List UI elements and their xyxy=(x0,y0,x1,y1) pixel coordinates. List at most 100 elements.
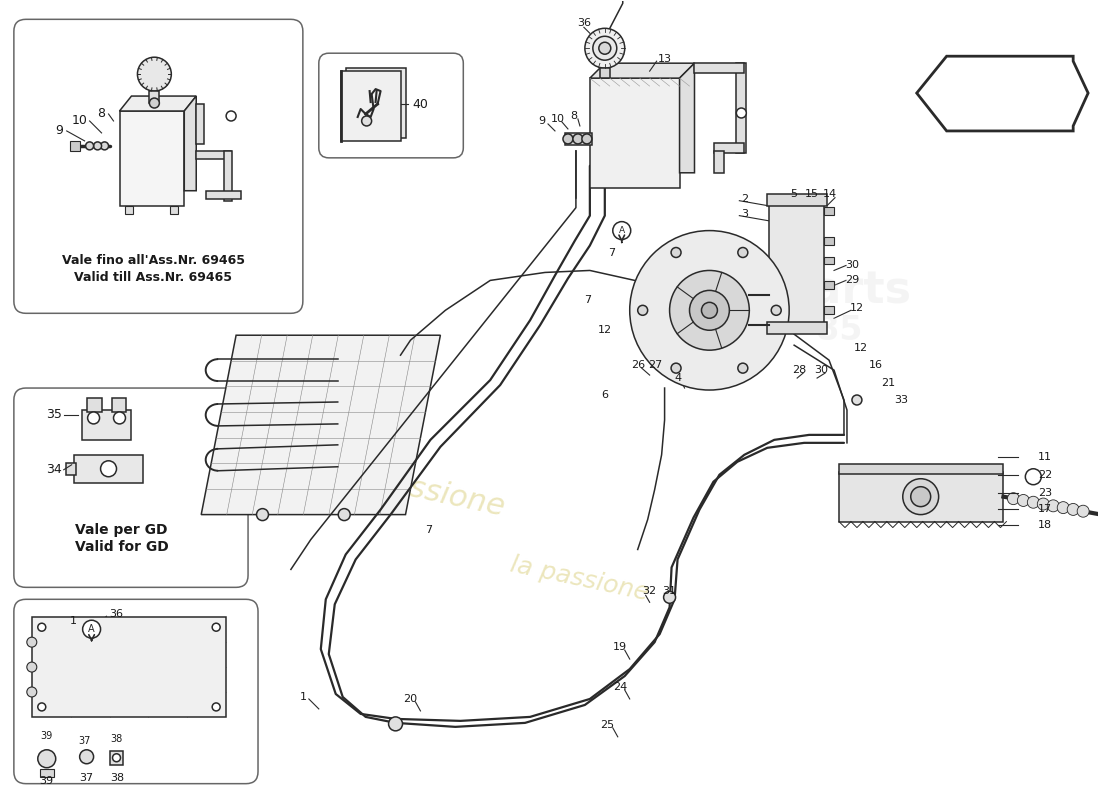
Text: 22: 22 xyxy=(1038,470,1053,480)
Bar xyxy=(590,78,680,188)
Bar xyxy=(341,71,400,141)
Circle shape xyxy=(227,111,236,121)
Polygon shape xyxy=(185,96,196,190)
Text: 40: 40 xyxy=(412,98,428,110)
Bar xyxy=(824,237,834,245)
Text: 36: 36 xyxy=(110,610,123,619)
Circle shape xyxy=(670,270,749,350)
Text: 21: 21 xyxy=(881,378,895,388)
Text: la passione: la passione xyxy=(333,458,507,522)
Bar xyxy=(196,151,231,159)
Circle shape xyxy=(1067,503,1079,515)
Text: 12: 12 xyxy=(850,303,864,314)
Text: 36: 36 xyxy=(576,18,591,28)
Circle shape xyxy=(26,662,36,672)
Circle shape xyxy=(112,754,121,762)
Circle shape xyxy=(629,230,789,390)
Circle shape xyxy=(1057,502,1069,514)
Circle shape xyxy=(738,363,748,373)
Text: 26: 26 xyxy=(630,360,645,370)
Bar xyxy=(824,257,834,265)
Polygon shape xyxy=(590,63,694,78)
Text: jusparts: jusparts xyxy=(706,269,912,312)
Circle shape xyxy=(388,717,403,731)
Bar xyxy=(824,282,834,290)
Bar xyxy=(824,206,834,214)
Bar xyxy=(769,198,824,328)
Circle shape xyxy=(573,134,583,144)
Text: la passione: la passione xyxy=(508,553,651,606)
Circle shape xyxy=(736,108,746,118)
Circle shape xyxy=(738,247,748,258)
Circle shape xyxy=(1047,500,1059,512)
Circle shape xyxy=(690,290,729,330)
Text: 30: 30 xyxy=(845,261,859,270)
Circle shape xyxy=(362,116,372,126)
Text: 1: 1 xyxy=(70,616,77,626)
Text: 8: 8 xyxy=(98,107,106,121)
FancyBboxPatch shape xyxy=(14,599,258,784)
Text: 12: 12 xyxy=(854,343,868,353)
Bar xyxy=(66,462,76,474)
Text: 6: 6 xyxy=(602,390,608,400)
Text: 1: 1 xyxy=(299,692,307,702)
Circle shape xyxy=(911,486,931,506)
Circle shape xyxy=(671,247,681,258)
Bar xyxy=(839,472,1003,522)
Circle shape xyxy=(1077,506,1089,517)
Text: 39: 39 xyxy=(39,776,53,786)
Bar xyxy=(600,68,609,78)
Circle shape xyxy=(1037,498,1049,510)
Bar xyxy=(767,194,827,206)
Circle shape xyxy=(671,363,681,373)
Text: 2: 2 xyxy=(741,194,748,204)
Bar xyxy=(150,91,160,103)
Text: 35: 35 xyxy=(46,409,62,422)
Circle shape xyxy=(212,623,220,631)
Circle shape xyxy=(26,637,36,647)
Circle shape xyxy=(598,42,611,54)
Circle shape xyxy=(851,395,862,405)
Circle shape xyxy=(663,591,675,603)
Text: 32: 32 xyxy=(642,586,657,596)
Bar xyxy=(736,63,746,153)
Circle shape xyxy=(37,750,56,768)
Text: 14: 14 xyxy=(823,189,837,198)
Circle shape xyxy=(1025,469,1042,485)
Bar xyxy=(74,455,143,482)
Text: 37: 37 xyxy=(78,736,91,746)
Bar xyxy=(40,769,54,777)
Text: 10: 10 xyxy=(72,114,88,127)
Text: 9: 9 xyxy=(539,116,546,126)
Bar xyxy=(206,190,241,198)
Text: 29: 29 xyxy=(845,275,859,286)
Polygon shape xyxy=(120,96,196,111)
Bar xyxy=(839,464,1003,474)
Circle shape xyxy=(26,687,36,697)
Bar xyxy=(120,111,185,206)
Text: 27: 27 xyxy=(649,360,663,370)
Text: 30: 30 xyxy=(814,365,828,375)
Text: 37: 37 xyxy=(79,773,94,782)
Circle shape xyxy=(82,620,100,638)
Circle shape xyxy=(212,703,220,711)
Bar xyxy=(714,143,745,153)
Text: 25: 25 xyxy=(600,720,614,730)
Circle shape xyxy=(37,623,46,631)
Circle shape xyxy=(585,28,625,68)
Bar xyxy=(111,398,126,412)
Text: 18: 18 xyxy=(1038,519,1053,530)
Circle shape xyxy=(138,57,172,91)
Text: 7: 7 xyxy=(584,295,592,306)
Circle shape xyxy=(100,461,117,477)
Polygon shape xyxy=(680,63,694,173)
Circle shape xyxy=(563,134,573,144)
Circle shape xyxy=(593,36,617,60)
Circle shape xyxy=(674,255,784,365)
FancyBboxPatch shape xyxy=(14,19,302,314)
Text: 9: 9 xyxy=(55,125,63,138)
Text: 38: 38 xyxy=(110,734,122,744)
Bar xyxy=(110,750,123,765)
Text: 20: 20 xyxy=(404,694,418,704)
Text: Valid till Ass.Nr. 69465: Valid till Ass.Nr. 69465 xyxy=(75,271,232,284)
